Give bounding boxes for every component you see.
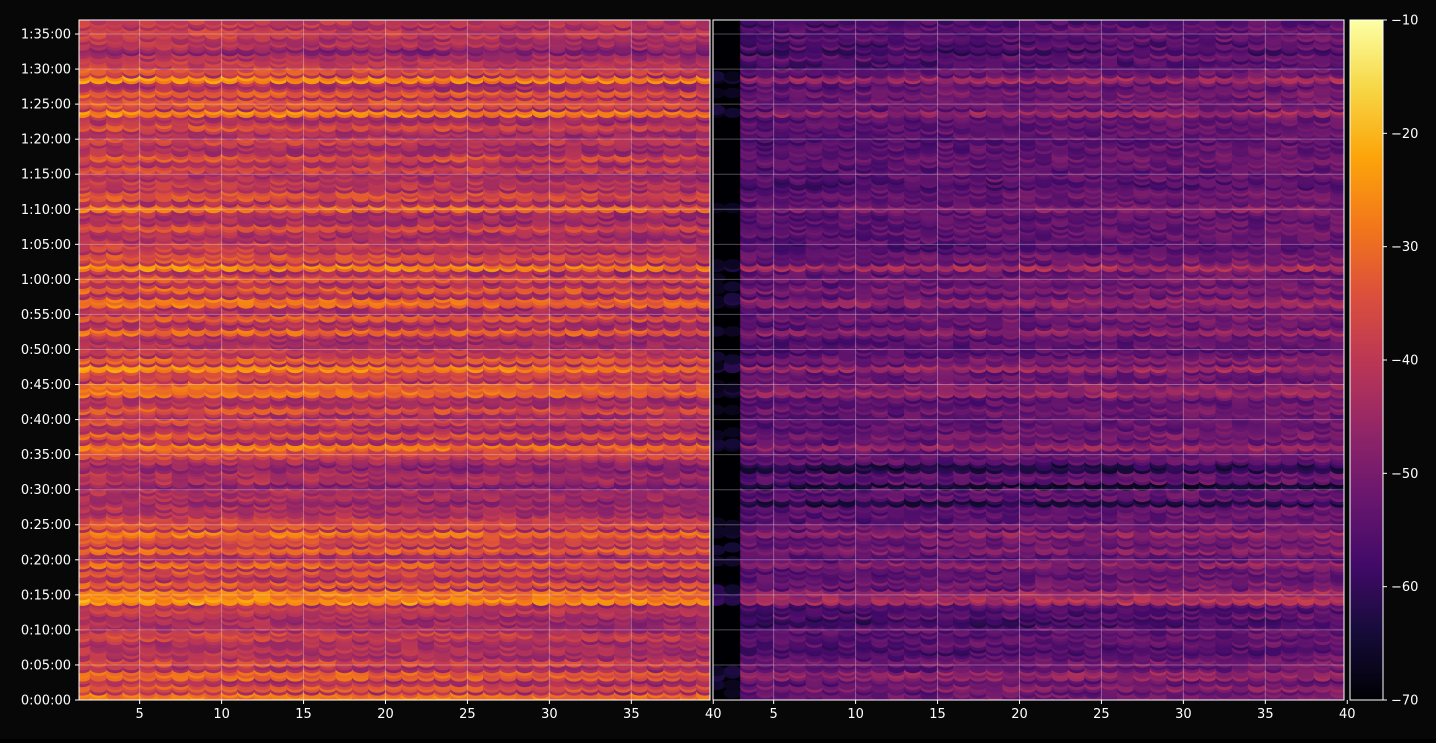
- heatmap-cell: [79, 20, 92, 26]
- heatmap-cell: [138, 20, 157, 26]
- heatmap-cells: [79, 20, 710, 700]
- heatmap-cell: [122, 20, 141, 26]
- heatmap-cell: [106, 20, 125, 26]
- left-heatmap-panel: 5 10 15 20 25 30 35 40 0:00:000:05:000:10:000:1…: [21, 19, 722, 722]
- heatmap-cell: [89, 20, 108, 26]
